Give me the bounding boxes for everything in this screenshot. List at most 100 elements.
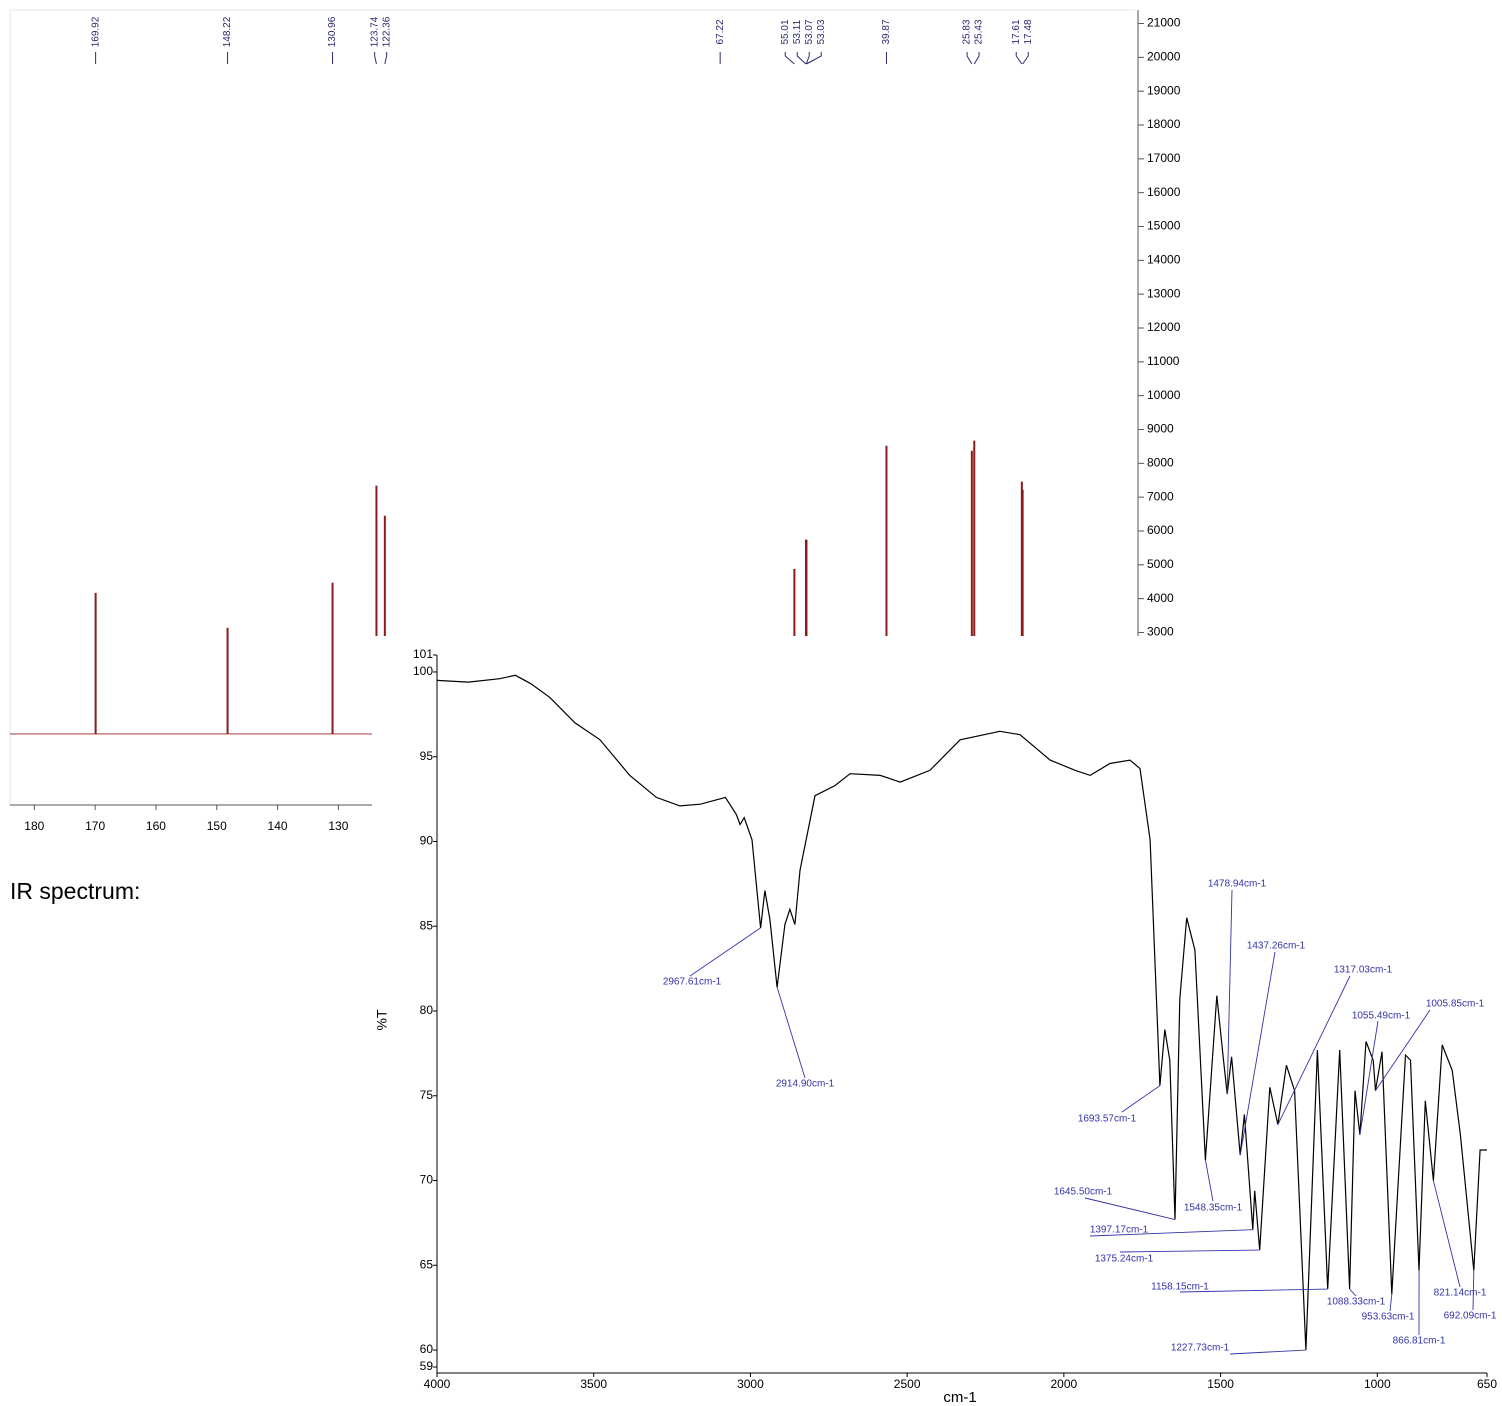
y-tick-label: 85 (420, 918, 434, 932)
annotation-leader (1375, 1009, 1431, 1091)
annotation-leader (1472, 1270, 1475, 1311)
peak-label: 39.87 (881, 19, 892, 44)
y-tick-label: 10000 (1147, 388, 1181, 402)
x-tick-label: 3000 (737, 1377, 764, 1391)
annotation-label: 1055.49cm-1 (1352, 1011, 1411, 1022)
y-tick-label: 19000 (1147, 83, 1181, 97)
annotation-label: 953.63cm-1 (1362, 1312, 1415, 1323)
x-axis-label: cm-1 (943, 1389, 976, 1406)
annotation-leader (689, 927, 761, 977)
x-tick-label: 2500 (894, 1377, 921, 1391)
annotation-leader (1277, 975, 1351, 1125)
peak-label: 17.61 (1011, 19, 1022, 44)
x-tick-label: 180 (24, 819, 44, 833)
peak-label: 25.43 (974, 19, 985, 44)
peak-leader (796, 52, 807, 65)
y-tick-label: 80 (420, 1003, 434, 1017)
y-tick-label: 65 (420, 1257, 434, 1271)
y-tick-label: 11000 (1147, 354, 1180, 368)
y-tick-label: 7000 (1147, 489, 1174, 503)
peak-label: 123.74 (369, 16, 380, 47)
x-tick-label: 3500 (580, 1377, 607, 1391)
annotation-leader (776, 987, 806, 1079)
y-tick-label: 16000 (1147, 185, 1181, 199)
y-tick-label: 100 (413, 664, 433, 678)
peak-leader (806, 52, 822, 65)
annotation-label: 1227.73cm-1 (1171, 1343, 1230, 1354)
y-tick-label: 15000 (1147, 219, 1181, 233)
y-axis-label: %T (374, 1009, 390, 1030)
y-tick-label: 9000 (1147, 422, 1174, 436)
x-tick-label: 4000 (424, 1377, 451, 1391)
ir-panel (372, 636, 1502, 1406)
peak-leader (784, 52, 795, 65)
annotation-label: 1375.24cm-1 (1095, 1254, 1154, 1265)
annotation-leader (1119, 1249, 1260, 1253)
y-tick-label: 6000 (1147, 523, 1174, 537)
x-tick-label: 140 (268, 819, 288, 833)
annotation-label: 866.81cm-1 (1393, 1336, 1446, 1347)
annotation-leader (1229, 1349, 1306, 1355)
y-tick-label: 101 (413, 647, 433, 661)
spectrum-line (436, 674, 1487, 1351)
y-tick-label: 3000 (1147, 625, 1174, 639)
x-tick-label: 160 (146, 819, 166, 833)
annotation-label: 821.14cm-1 (1434, 1288, 1487, 1299)
peak-label: 67.22 (715, 19, 726, 44)
y-tick-label: 13000 (1147, 286, 1181, 300)
y-tick-label: 17000 (1147, 151, 1181, 165)
peak-label: 17.48 (1023, 19, 1034, 44)
y-tick-label: 59 (420, 1359, 434, 1373)
annotation-label: 2914.90cm-1 (776, 1079, 835, 1090)
peak-label: 53.03 (816, 19, 827, 44)
peak-leader (1015, 52, 1023, 65)
y-tick-label: 14000 (1147, 253, 1181, 267)
annotation-label: 1645.50cm-1 (1054, 1187, 1113, 1198)
peak-leader (384, 52, 388, 65)
peak-label: 148.22 (222, 16, 233, 47)
annotation-leader (1089, 1229, 1253, 1237)
annotation-label: 1317.03cm-1 (1334, 965, 1393, 976)
peak-leader (805, 52, 810, 65)
annotation-leader (1389, 1294, 1393, 1312)
annotation-leader (1359, 1020, 1379, 1135)
peak-label: 53.11 (792, 19, 803, 44)
annotation-label: 1437.26cm-1 (1247, 941, 1306, 952)
annotation-leader (1239, 951, 1276, 1156)
annotation-label: 692.09cm-1 (1444, 1311, 1497, 1322)
annotation-label: 1088.33cm-1 (1327, 1297, 1386, 1308)
peak-label: 55.01 (780, 19, 791, 44)
x-tick-label: 650 (1477, 1377, 1497, 1391)
annotation-label: 1693.57cm-1 (1078, 1114, 1137, 1125)
y-tick-label: 60 (420, 1342, 434, 1356)
annotation-label: 1158.15cm-1 (1151, 1282, 1209, 1293)
y-tick-label: 8000 (1147, 455, 1174, 469)
y-tick-label: 4000 (1147, 591, 1174, 605)
peak-leader (374, 52, 377, 65)
annotation-leader (1226, 889, 1233, 1095)
y-tick-label: 90 (420, 834, 434, 848)
peak-leader (973, 52, 980, 65)
x-tick-label: 2000 (1051, 1377, 1078, 1391)
y-tick-label: 18000 (1147, 117, 1181, 131)
x-tick-label: 130 (328, 819, 348, 833)
x-tick-label: 1500 (1207, 1377, 1234, 1391)
annotation-leader (1179, 1288, 1328, 1293)
y-tick-label: 12000 (1147, 320, 1181, 334)
annotation-label: 1005.85cm-1 (1426, 999, 1485, 1010)
caption: IR spectrum: (10, 878, 140, 904)
peak-label: 122.36 (381, 16, 392, 47)
y-tick-label: 20000 (1147, 50, 1181, 64)
annotation-leader (1349, 1288, 1357, 1297)
annotation-label: 1478.94cm-1 (1208, 879, 1267, 890)
peak-label: 25.83 (962, 19, 973, 44)
annotation-leader (1084, 1197, 1176, 1220)
peak-label: 130.96 (327, 16, 338, 47)
y-tick-label: 5000 (1147, 557, 1174, 571)
x-tick-label: 170 (85, 819, 105, 833)
peak-label: 169.92 (90, 16, 101, 47)
y-tick-label: 95 (420, 749, 434, 763)
annotation-leader (1432, 1180, 1461, 1288)
